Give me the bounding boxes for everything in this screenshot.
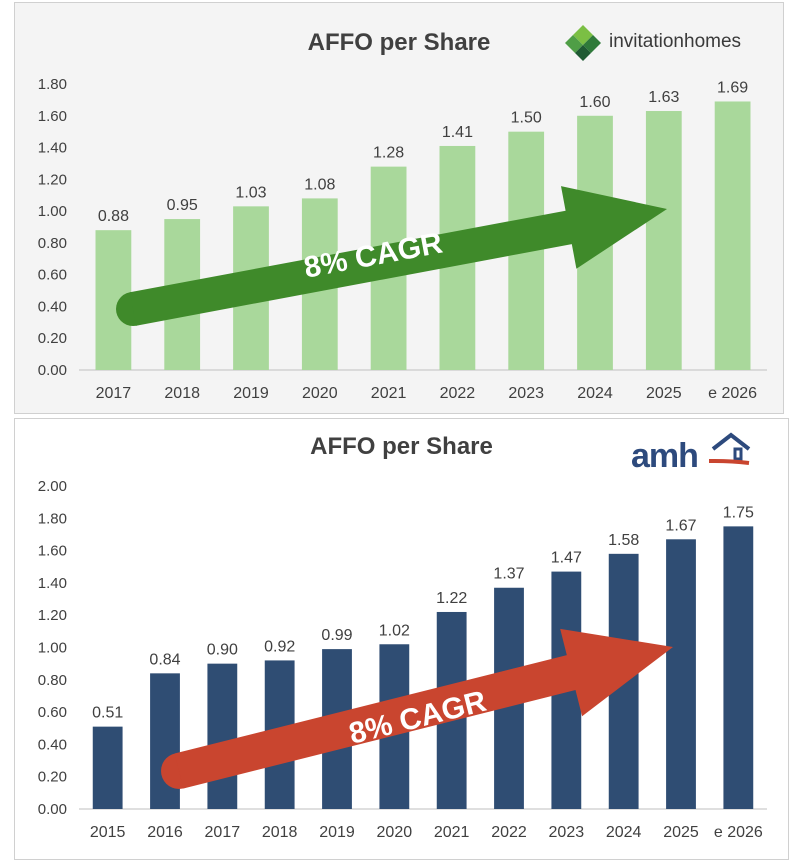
bar-value-label: 1.22 [436, 590, 467, 607]
invitation-homes-logo: invitationhomes [609, 31, 742, 52]
x-tick-label: 2017 [96, 385, 132, 402]
bar-value-label: 1.63 [648, 89, 679, 106]
x-tick-label: 2020 [302, 385, 338, 402]
x-tick-label: 2017 [205, 824, 241, 841]
bar-value-label: 1.28 [373, 145, 404, 162]
bar-value-label: 1.37 [493, 566, 524, 583]
y-tick-label: 0.60 [38, 704, 67, 721]
x-tick-label: 2019 [233, 385, 269, 402]
ih-bar-e-2026 [714, 101, 751, 370]
y-tick-label: 1.60 [38, 543, 67, 560]
y-tick-label: 1.80 [38, 510, 67, 527]
amh-bar-2016 [150, 673, 180, 809]
x-tick-label: 2024 [606, 824, 642, 841]
y-tick-label: 0.00 [38, 801, 67, 818]
bar-value-label: 1.75 [723, 504, 754, 521]
bar-value-label: 1.58 [608, 532, 639, 549]
y-tick-label: 1.40 [38, 575, 67, 592]
amh-house-icon [709, 432, 751, 465]
x-tick-label: 2019 [319, 824, 355, 841]
y-tick-label: 1.80 [38, 76, 67, 93]
x-tick-label: 2025 [646, 385, 682, 402]
bar-value-label: 0.90 [207, 642, 238, 659]
y-tick-label: 1.60 [38, 108, 67, 125]
amh-bar-2025 [666, 539, 696, 809]
bar-value-label: 1.08 [304, 176, 335, 193]
cagr-arrow [129, 186, 667, 326]
bar-value-label: 1.67 [665, 517, 696, 534]
bar-value-label: 1.47 [551, 550, 582, 567]
bar-value-label: 1.50 [511, 110, 542, 127]
invitation-homes-logo-icon [565, 25, 601, 61]
x-tick-label: 2024 [577, 385, 613, 402]
x-tick-label: 2023 [508, 385, 544, 402]
amh-chart-panel: AFFO per Share amh 0.00 0.20 0.40 0.60 0.80 1… [14, 418, 789, 860]
y-tick-label: 1.00 [38, 640, 67, 657]
y-tick-label: 1.00 [38, 203, 67, 220]
ih-bar-2025 [645, 111, 682, 370]
amh-logo: amh [631, 437, 699, 475]
bar-value-label: 0.84 [149, 651, 180, 668]
bar-value-label: 0.95 [167, 197, 198, 214]
x-tick-label: 2021 [371, 385, 407, 402]
y-tick-label: 0.40 [38, 736, 67, 753]
y-tick-label: 1.20 [38, 607, 67, 624]
x-tick-label: 2022 [440, 385, 476, 402]
y-tick-label: 0.80 [38, 235, 67, 252]
y-tick-label: 1.20 [38, 171, 67, 188]
x-tick-label: 2018 [262, 824, 298, 841]
cagr-arrow [174, 628, 673, 789]
x-tick-label: 2021 [434, 824, 470, 841]
bar-value-label: 0.88 [98, 208, 129, 225]
amh-bar-e-2026 [723, 526, 754, 809]
y-tick-label: 0.40 [38, 298, 67, 315]
amh-bar-2017 [207, 663, 238, 809]
chart-title: AFFO per Share [310, 433, 493, 460]
x-tick-label: 2022 [491, 824, 527, 841]
bar-value-label: 1.02 [379, 622, 410, 639]
y-tick-label: 2.00 [38, 478, 67, 495]
bar-value-label: 1.03 [235, 184, 266, 201]
x-tick-label: 2020 [377, 824, 413, 841]
y-tick-label: 0.20 [38, 330, 67, 347]
bar-value-label: 0.99 [321, 627, 352, 644]
bar-value-label: 0.51 [92, 705, 123, 722]
chart-title: AFFO per Share [307, 29, 491, 56]
x-tick-label: 2023 [549, 824, 585, 841]
y-tick-label: 0.20 [38, 769, 67, 786]
bar-value-label: 0.92 [264, 638, 295, 655]
y-tick-label: 0.80 [38, 672, 67, 689]
invitation-homes-chart-panel: AFFO per Share invitationhomes 0.00 0.20 0… [14, 2, 784, 414]
y-tick-label: 0.60 [38, 267, 67, 284]
bar-value-label: 1.41 [442, 124, 473, 141]
chart-1-plot: 0.00 0.20 0.40 0.60 0.80 1.00 1.20 1.40 1.60 1.80… [38, 76, 767, 402]
x-tick-label: 2016 [147, 824, 183, 841]
bar-value-label: 1.69 [717, 79, 748, 96]
x-tick-label: 2018 [164, 385, 200, 402]
bar-value-label: 1.60 [579, 94, 610, 111]
x-tick-label: e 2026 [714, 824, 763, 841]
y-tick-label: 1.40 [38, 140, 67, 157]
x-tick-label: 2015 [90, 824, 126, 841]
x-tick-label: e 2026 [708, 385, 757, 402]
x-tick-label: 2025 [663, 824, 699, 841]
chart-2-plot: 0.00 0.20 0.40 0.60 0.80 1.00 1.20 1.40 1.60 1.80… [38, 478, 767, 841]
amh-bar-2015 [92, 726, 123, 809]
y-tick-label: 0.00 [38, 362, 67, 379]
